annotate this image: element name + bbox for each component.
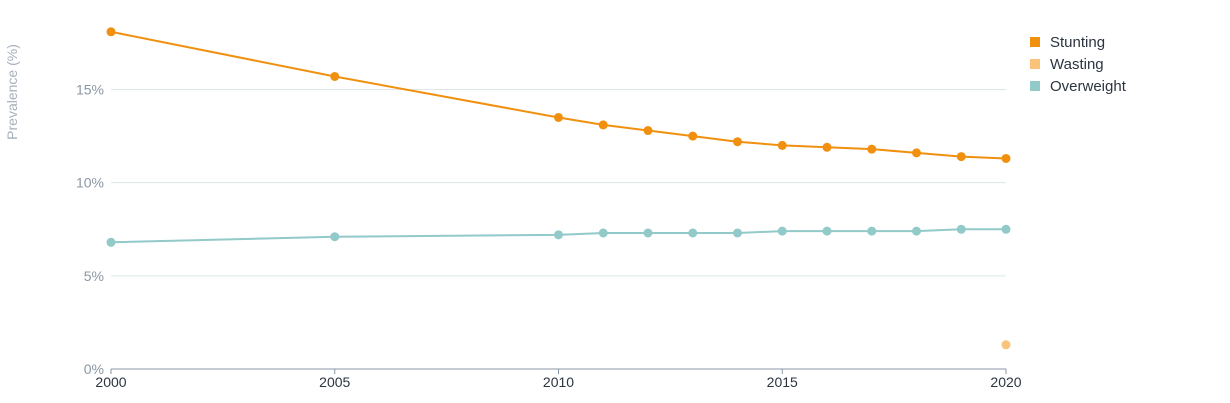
y-tick-label: 0% [84, 361, 104, 377]
data-point-overweight[interactable] [643, 228, 653, 238]
gridlines [111, 89, 1006, 277]
data-point-stunting[interactable] [554, 112, 563, 122]
data-point-stunting[interactable] [106, 27, 116, 37]
legend-label-wasting: Wasting [1050, 56, 1104, 73]
data-point-overweight[interactable] [1001, 224, 1011, 234]
data-point-wasting[interactable] [1001, 340, 1011, 350]
legend-item-stunting[interactable]: Stunting [1030, 34, 1105, 51]
series-wasting [1001, 340, 1011, 350]
legend-label-overweight: Overweight [1050, 78, 1127, 95]
x-tick-label: 2020 [990, 374, 1021, 390]
data-point-overweight[interactable] [777, 226, 787, 236]
y-tick-label: 15% [76, 82, 104, 98]
x-tick-label: 2010 [543, 374, 574, 390]
legend-label-stunting: Stunting [1050, 34, 1105, 51]
x-tick-label: 2005 [319, 374, 350, 390]
data-point-stunting[interactable] [1001, 153, 1011, 163]
legend-swatch-wasting [1030, 59, 1040, 69]
data-point-stunting[interactable] [867, 144, 877, 154]
data-point-overweight[interactable] [106, 237, 116, 247]
series-overweight [106, 224, 1011, 247]
data-point-stunting[interactable] [733, 137, 742, 147]
legend-item-overweight[interactable]: Overweight [1030, 78, 1127, 95]
legend-item-wasting[interactable]: Wasting [1030, 56, 1104, 73]
x-tick-label: 2015 [767, 374, 798, 390]
series-stunting [106, 27, 1011, 163]
data-point-overweight[interactable] [330, 232, 340, 242]
data-point-stunting[interactable] [688, 131, 698, 141]
data-point-overweight[interactable] [912, 226, 921, 236]
series-line-stunting [110, 30, 1007, 160]
data-point-stunting[interactable] [330, 71, 340, 81]
data-point-stunting[interactable] [912, 148, 921, 158]
y-tick-label: 10% [76, 175, 104, 191]
data-point-overweight[interactable] [733, 228, 742, 238]
data-point-stunting[interactable] [598, 120, 608, 130]
data-point-overweight[interactable] [598, 228, 608, 238]
data-point-overweight[interactable] [956, 224, 966, 234]
y-axis-title: Prevalence (%) [4, 44, 20, 140]
y-tick-label: 5% [84, 268, 104, 284]
data-point-stunting[interactable] [777, 140, 787, 150]
data-point-stunting[interactable] [822, 142, 832, 152]
legend-swatch-overweight [1030, 81, 1040, 91]
legend[interactable]: Stunting Wasting Overweight [1030, 34, 1127, 95]
data-point-overweight[interactable] [554, 230, 563, 240]
data-point-stunting[interactable] [643, 126, 653, 136]
axes: 0% 5% 10% 15% 2000 2005 2010 2015 2020 [76, 82, 1022, 390]
series-group [106, 27, 1011, 350]
data-point-stunting[interactable] [956, 152, 966, 162]
data-point-overweight[interactable] [688, 228, 698, 238]
x-tick-label: 2000 [95, 374, 126, 390]
legend-swatch-stunting [1030, 37, 1040, 47]
data-point-overweight[interactable] [822, 226, 832, 236]
data-point-overweight[interactable] [867, 226, 877, 236]
